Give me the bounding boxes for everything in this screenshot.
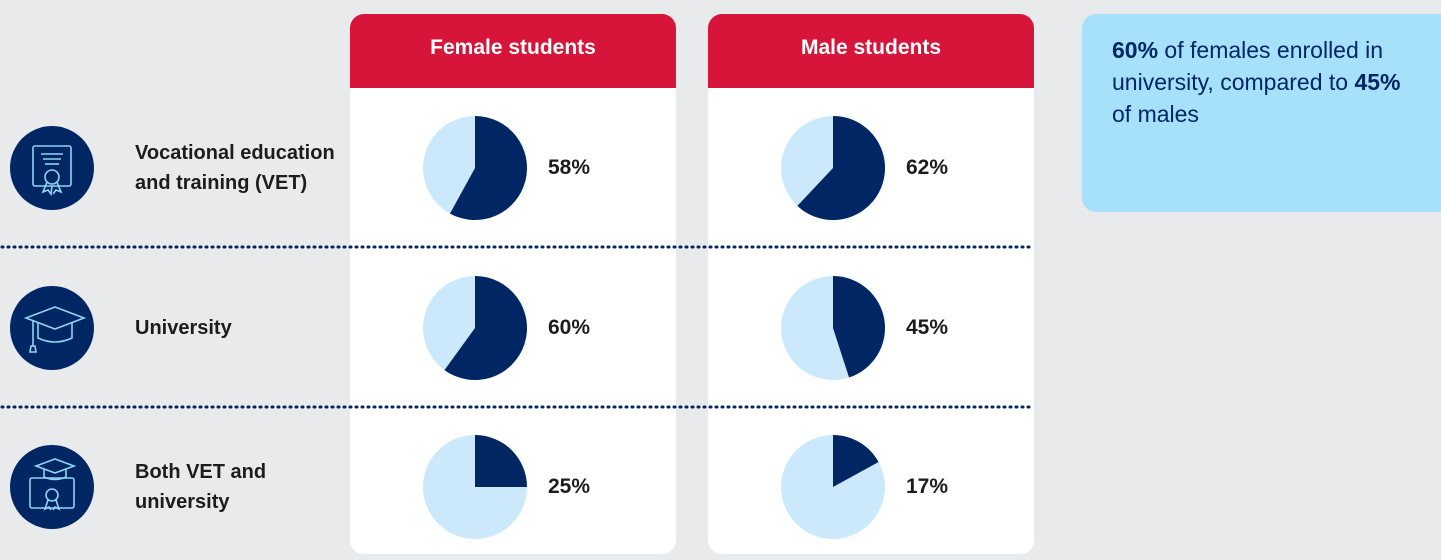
value-label: 17% [906, 475, 949, 498]
pie-slice [444, 276, 528, 381]
dividers [0, 245, 1032, 409]
icon-circle [10, 445, 94, 529]
value-label: 45% [906, 316, 949, 339]
row-label: Vocational education and training (VET) [135, 142, 335, 194]
column-header: Female students [430, 36, 596, 59]
graduation-icon [23, 306, 87, 353]
card-header [350, 14, 676, 88]
pie-slice [833, 435, 879, 487]
pie-slice [833, 276, 886, 378]
callout-text: 60% [1112, 37, 1159, 63]
combined-icon [29, 458, 77, 511]
card-header [708, 14, 1034, 88]
callout: 60% of females enrolled in university, c… [1082, 14, 1441, 212]
icon-circle [10, 126, 94, 210]
icons [10, 126, 94, 529]
pie-slice [475, 435, 527, 487]
column-header: Male students [800, 36, 942, 59]
certificate-icon [32, 145, 72, 197]
callout-text: 45% [1354, 69, 1401, 95]
callout-text: of females enrolled in university, compa… [1112, 37, 1384, 95]
row-label: Both VET and university [135, 461, 267, 513]
row-label: University [135, 317, 232, 339]
pie-slice [797, 116, 886, 220]
value-label: 60% [548, 316, 591, 339]
pie-slice [449, 116, 528, 220]
value-label: 62% [906, 156, 949, 179]
value-label: 58% [548, 156, 591, 179]
callout-text: of males [1112, 101, 1199, 127]
value-label: 25% [548, 475, 591, 498]
